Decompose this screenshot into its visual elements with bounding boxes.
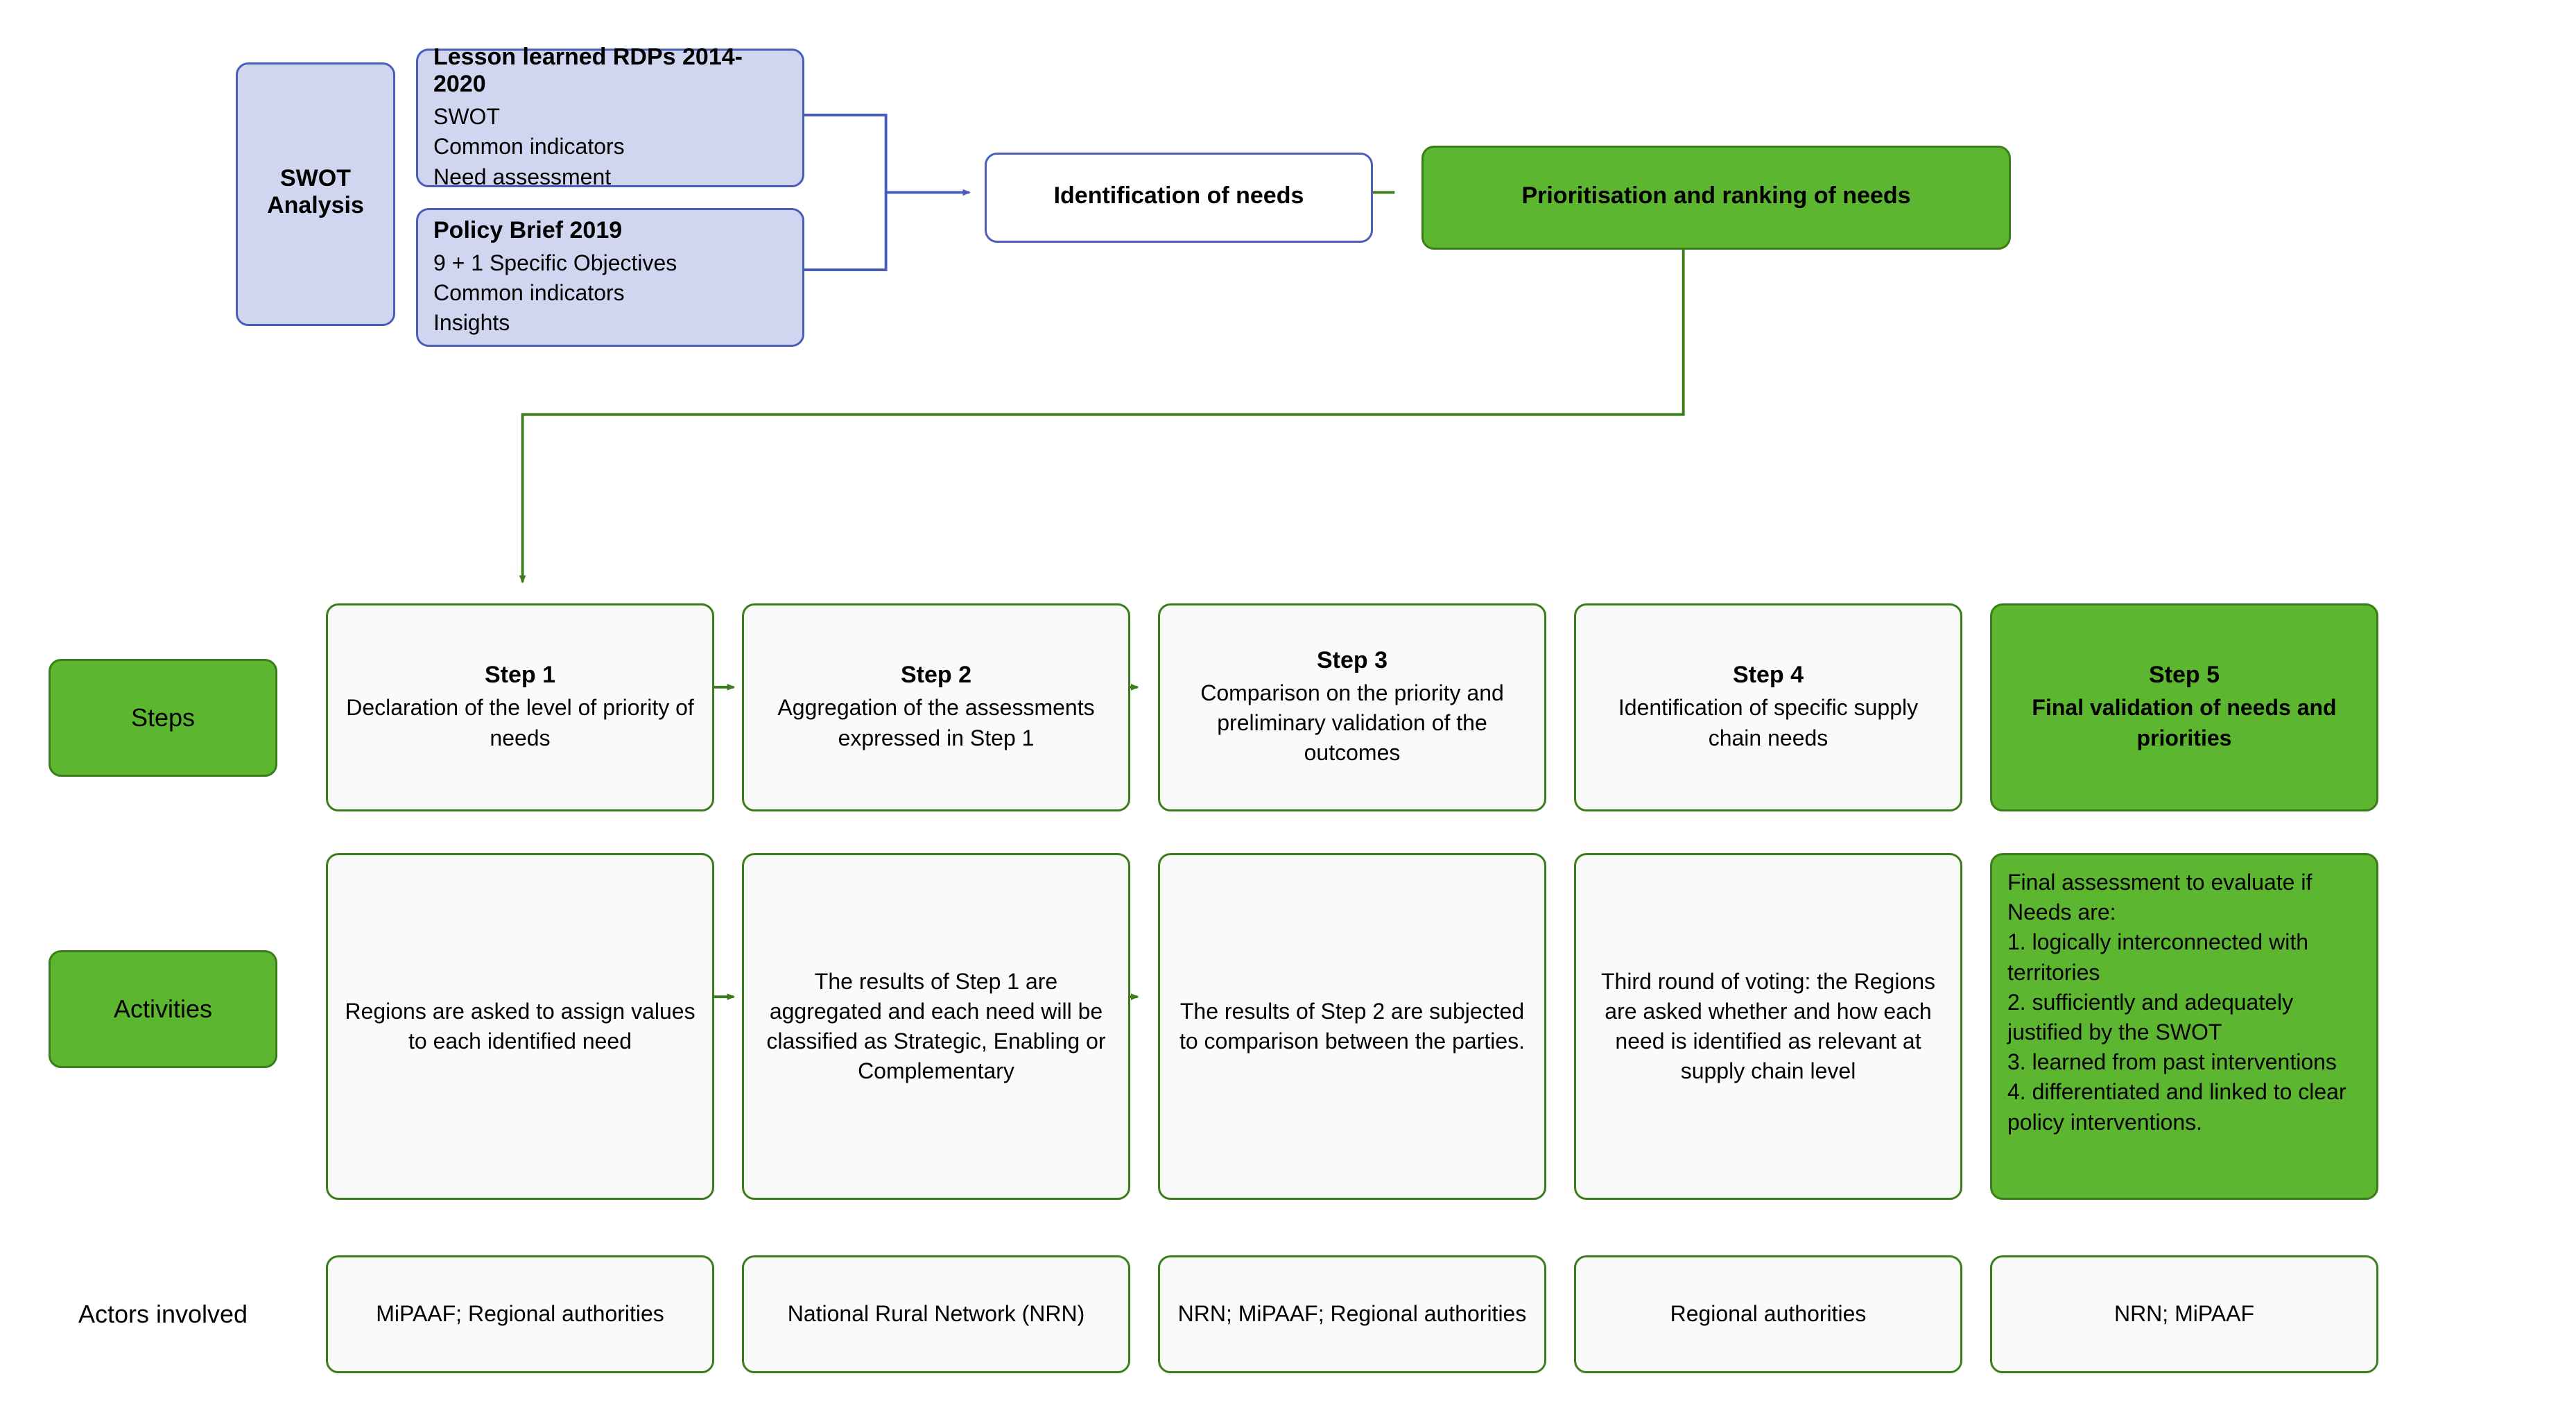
prioritisation-box: Prioritisation and ranking of needs	[1421, 146, 2011, 250]
activity-1-box: Regions are asked to assign values to ea…	[326, 853, 714, 1200]
activity-5-box: Final assessment to evaluate if Needs ar…	[1990, 853, 2378, 1200]
step-1-box: Step 1Declaration of the level of priori…	[326, 603, 714, 811]
steps-label: Steps	[49, 659, 277, 777]
activities-label: Activities	[49, 950, 277, 1068]
swot-analysis-box: SWOT Analysis	[236, 62, 395, 326]
step-3-box: Step 3Comparison on the priority and pre…	[1158, 603, 1546, 811]
step-4-box: Step 4Identification of specific supply …	[1574, 603, 1962, 811]
actors-4-box: Regional authorities	[1574, 1255, 1962, 1373]
lesson-learned-box: Lesson learned RDPs 2014-2020SWOTCommon …	[416, 49, 804, 187]
activity-3-box: The results of Step 2 are subjected to c…	[1158, 853, 1546, 1200]
step-5-box: Step 5Final validation of needs and prio…	[1990, 603, 2378, 811]
identification-box: Identification of needs	[985, 153, 1373, 243]
activity-2-box: The results of Step 1 are aggregated and…	[742, 853, 1130, 1200]
actors-3-box: NRN; MiPAAF; Regional authorities	[1158, 1255, 1546, 1373]
actors-1-box: MiPAAF; Regional authorities	[326, 1255, 714, 1373]
activity-4-box: Third round of voting: the Regions are a…	[1574, 853, 1962, 1200]
policy-brief-box: Policy Brief 20199 + 1 Specific Objectiv…	[416, 208, 804, 347]
actors-5-box: NRN; MiPAAF	[1990, 1255, 2378, 1373]
actors-2-box: National Rural Network (NRN)	[742, 1255, 1130, 1373]
actors-label: Actors involved	[49, 1269, 277, 1359]
step-2-box: Step 2Aggregation of the assessments exp…	[742, 603, 1130, 811]
